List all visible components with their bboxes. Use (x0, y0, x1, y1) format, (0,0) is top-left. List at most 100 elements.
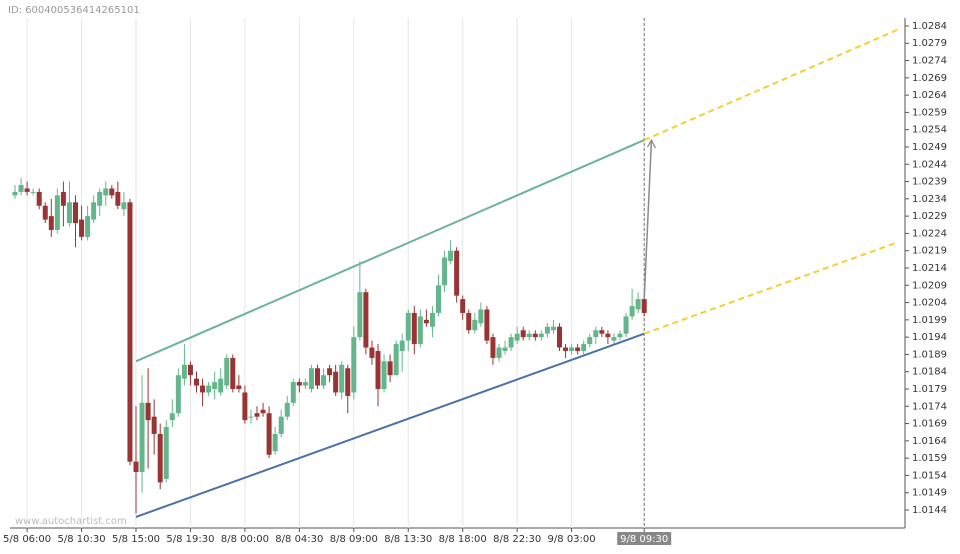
candle-body (73, 202, 78, 224)
candle-body (48, 216, 54, 230)
candle-body (393, 344, 399, 376)
candle-body (85, 216, 91, 237)
y-tick-label: 1.0219 (912, 246, 947, 257)
candle-body (18, 185, 24, 192)
y-tick-label: 1.0279 (912, 38, 947, 49)
candle-body (254, 413, 260, 417)
candle-body (448, 250, 454, 262)
forecast-arrow (643, 140, 653, 300)
candle-body (375, 350, 381, 390)
candle-body (429, 312, 435, 327)
y-tick-label: 1.0254 (912, 125, 947, 136)
candle-body (569, 347, 575, 351)
y-tick-label: 1.0189 (912, 349, 947, 360)
y-tick-label: 1.0199 (912, 315, 947, 326)
candle-body (103, 188, 109, 196)
candle-body (550, 326, 556, 331)
candle-body (490, 337, 496, 358)
candle-body (169, 413, 175, 421)
candle-body (599, 330, 605, 334)
candle-body (411, 312, 417, 345)
candle-body (520, 330, 526, 338)
y-tick-label: 1.0149 (912, 488, 947, 499)
candle-body (357, 292, 363, 338)
candle-body (187, 364, 193, 376)
y-tick-label: 1.0184 (912, 367, 947, 378)
projection-line (643, 28, 899, 141)
x-tick-label: 9/8 03:00 (548, 534, 596, 545)
candle-body (266, 413, 272, 455)
projection-line (643, 241, 899, 335)
y-tick-label: 1.0224 (912, 228, 947, 239)
candle-body (593, 330, 599, 338)
candle-body (127, 202, 133, 462)
candle-body (157, 433, 163, 483)
plot (12, 28, 899, 518)
candle-body (260, 409, 266, 414)
candle-body (387, 361, 393, 376)
y-tick-label: 1.0284 (912, 21, 947, 32)
candle-body (629, 306, 635, 317)
candle-body (641, 299, 647, 313)
y-tick-label: 1.0144 (912, 505, 947, 516)
y-tick-label: 1.0209 (912, 280, 947, 291)
candle-body (272, 433, 278, 452)
candle-body (587, 337, 593, 345)
y-tick-label: 1.0239 (912, 177, 947, 188)
candle-body (79, 219, 85, 237)
x-tick-label: 8/8 22:30 (493, 534, 541, 545)
y-tick-label: 1.0269 (912, 73, 947, 84)
candle-body (175, 375, 181, 414)
candle-body (194, 378, 199, 386)
candle-body (290, 382, 296, 403)
candle-body (54, 195, 60, 230)
grid (26, 18, 645, 528)
candle-body (321, 375, 327, 386)
candle-body (405, 312, 411, 341)
candle-body (345, 368, 351, 396)
y-tick-label: 1.0179 (912, 384, 947, 395)
x-tick-label: 9/8 09:30 (620, 534, 668, 545)
x-tick-label: 5/8 19:30 (166, 534, 214, 545)
x-tick-label: 5/8 15:00 (112, 534, 160, 545)
candle-body (163, 427, 169, 479)
candle-body (472, 319, 478, 331)
candle-body (248, 416, 254, 418)
candle-body (381, 361, 387, 390)
candle-body (611, 337, 617, 341)
candle-body (623, 316, 629, 334)
channel-line (135, 139, 645, 363)
candle-body (145, 402, 151, 421)
candle-body (502, 347, 508, 351)
candle-body (436, 285, 441, 313)
candle-body (333, 371, 339, 393)
candle-body (302, 382, 308, 386)
candle-body (236, 385, 242, 390)
candle-body (30, 191, 36, 193)
x-tick-label: 8/8 00:00 (221, 534, 269, 545)
candle-body (66, 202, 72, 224)
y-tick-label: 1.0174 (912, 401, 947, 412)
candle-body (115, 191, 121, 206)
candle-body (315, 368, 320, 386)
y-tick-label: 1.0214 (912, 263, 947, 274)
candle-body (460, 299, 466, 313)
candle-body (296, 382, 302, 386)
candle-body (363, 292, 369, 348)
y-tick-label: 1.0234 (912, 194, 947, 205)
watermark: www.autochartist.com (15, 516, 127, 527)
candle-body (109, 188, 115, 196)
candle-body (399, 340, 405, 351)
x-tick-label: 8/8 09:00 (330, 534, 378, 545)
candle-body (526, 333, 532, 338)
candle-body (91, 202, 97, 220)
candle-body (230, 357, 236, 390)
candle-body (544, 326, 550, 334)
candle-body (224, 357, 230, 386)
y-tick-label: 1.0229 (912, 211, 947, 222)
candle-body (605, 333, 611, 338)
candle-body (508, 337, 514, 348)
candle-body (206, 385, 212, 393)
candle-body (532, 333, 538, 338)
y-tick-label: 1.0194 (912, 332, 947, 343)
